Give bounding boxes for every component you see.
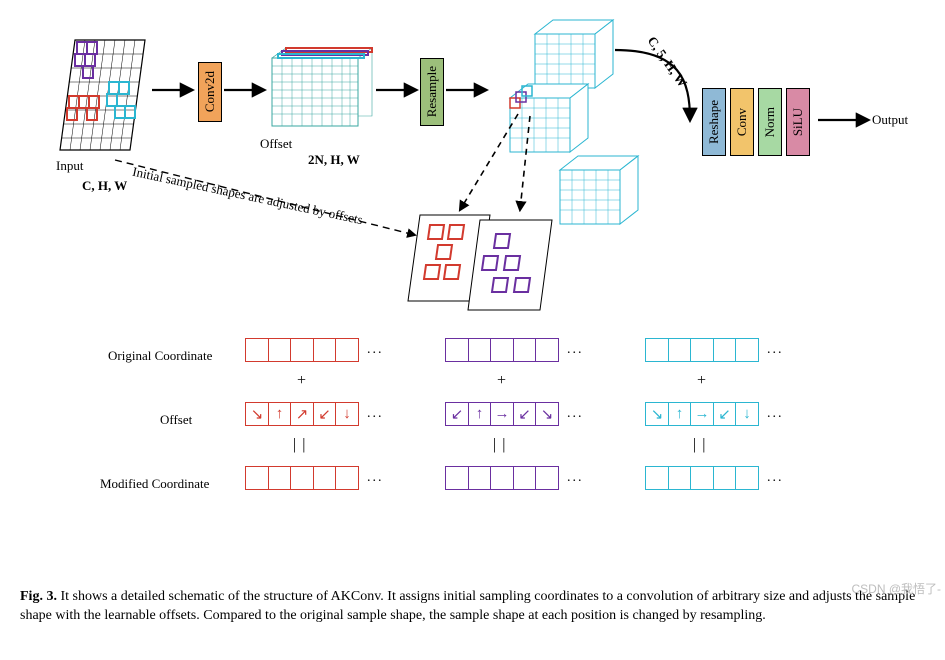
original-boxes-cyan [645, 338, 759, 362]
label-modified: Modified Coordinate [100, 476, 209, 492]
modified-boxes-cyan [645, 466, 759, 490]
block-silu: SiLU [786, 88, 810, 156]
block-conv-label: Conv [734, 108, 750, 136]
equals-symbol: || [293, 436, 311, 454]
figure-number: Fig. 3. [20, 589, 57, 604]
offset-boxes-cyan: ↘↑→↙↓ [645, 402, 759, 426]
plus-symbol: + [297, 372, 306, 390]
cube-top [535, 20, 613, 88]
label-original: Original Coordinate [108, 348, 212, 364]
equals-symbol: || [693, 436, 711, 454]
modified-boxes-purple [445, 466, 559, 490]
watermark: CSDN @我悟了- [851, 580, 941, 597]
original-boxes-purple [445, 338, 559, 362]
offset-tensor [272, 48, 372, 126]
offset-boxes-purple: ↙↑→↙↘ [445, 402, 559, 426]
ellipsis: ... [767, 406, 784, 422]
ellipsis: ... [367, 406, 384, 422]
plus-symbol: + [497, 372, 506, 390]
ellipsis: ... [567, 470, 584, 486]
figure-canvas: Input C, H, W Offset 2N, H, W Initial sa… [20, 20, 925, 580]
block-reshape: Reshape [702, 88, 726, 156]
equals-symbol: || [493, 436, 511, 454]
block-silu-label: SiLU [790, 108, 806, 136]
figure-caption: Fig. 3. It shows a detailed schematic of… [20, 588, 925, 626]
sampled-panel-purple [468, 220, 552, 310]
cube-bottom [560, 156, 638, 224]
block-resample-label: Resample [424, 66, 440, 117]
label-2nhw: 2N, H, W [308, 152, 360, 168]
ellipsis: ... [367, 470, 384, 486]
block-norm-label: Norm [762, 107, 778, 137]
ellipsis: ... [567, 342, 584, 358]
label-offset-row: Offset [160, 412, 192, 428]
modified-boxes-red [245, 466, 359, 490]
dash-to-red-panel [460, 114, 518, 210]
original-boxes-red [245, 338, 359, 362]
figure-caption-text: It shows a detailed schematic of the str… [20, 589, 915, 623]
block-norm: Norm [758, 88, 782, 156]
plus-symbol: + [697, 372, 706, 390]
block-conv2d-label: Conv2d [202, 71, 218, 112]
label-chw: C, H, W [82, 178, 127, 194]
ellipsis: ... [367, 342, 384, 358]
block-conv: Conv [730, 88, 754, 156]
ellipsis: ... [767, 342, 784, 358]
cube-mid [510, 84, 588, 152]
offset-boxes-red: ↘↑↗↙↓ [245, 402, 359, 426]
input-feature-map [60, 40, 145, 150]
ellipsis: ... [567, 406, 584, 422]
label-output: Output [872, 112, 908, 128]
ellipsis: ... [767, 470, 784, 486]
label-input: Input [56, 158, 83, 174]
block-conv2d: Conv2d [198, 62, 222, 122]
block-resample: Resample [420, 58, 444, 126]
label-offset: Offset [260, 136, 292, 152]
block-reshape-label: Reshape [706, 100, 722, 144]
